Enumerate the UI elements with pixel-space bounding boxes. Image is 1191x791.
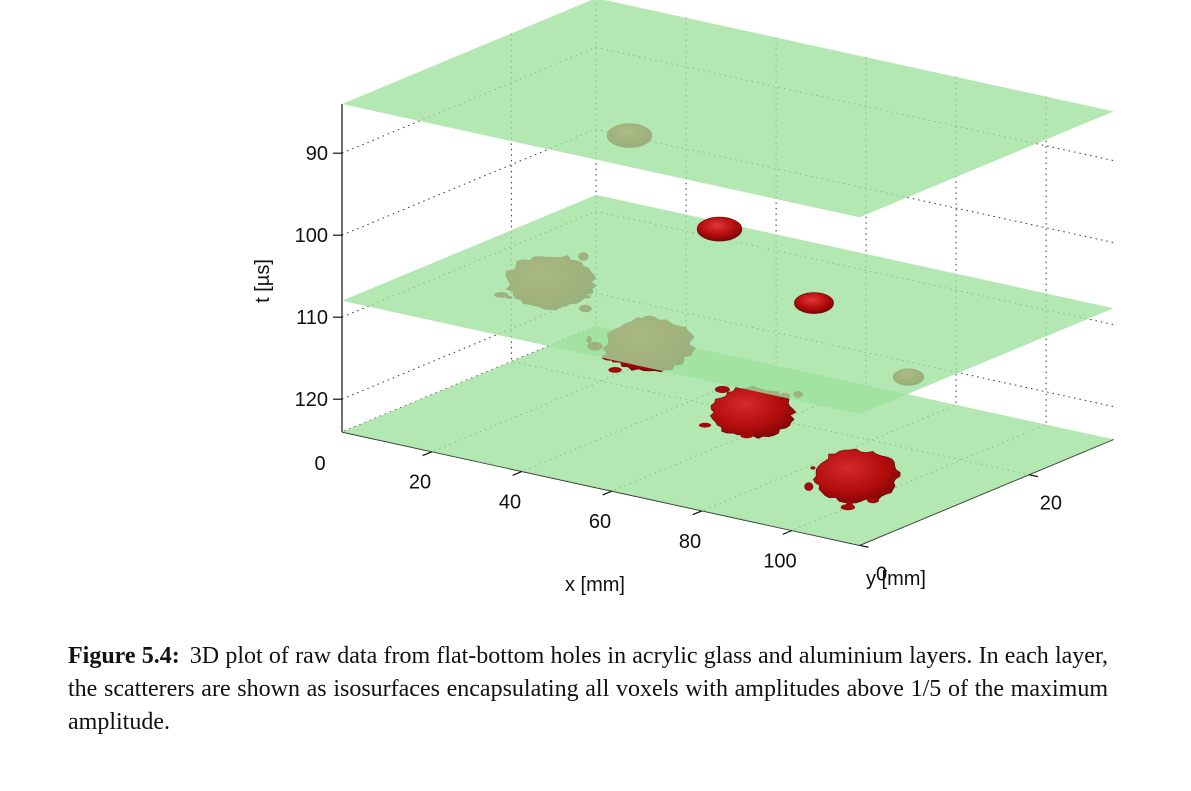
y-tick-1 [1028, 474, 1039, 478]
chart-figure: 90 100 110 120 0 20 40 60 80 100 0 20 t [µs] x [mm]… [252, 0, 1114, 596]
origin-tick-label: 0 [314, 453, 325, 475]
flat-hole-3 [794, 292, 834, 314]
layer-plane-bottom [342, 326, 1114, 546]
x-tick-label-2: 60 [589, 511, 611, 533]
y-tick-label-1: 20 [1040, 493, 1062, 515]
aluminium-blob-4-fragment [804, 482, 814, 491]
x-tick-label-1: 40 [499, 491, 521, 513]
t-axis-label: t [µs] [252, 259, 274, 303]
x-tick-3 [692, 510, 703, 516]
x-tick-0 [422, 451, 433, 457]
aluminium-blob-3-fragment [740, 432, 754, 439]
layer-plane-middle [342, 194, 1114, 415]
plot-scene [342, 0, 1114, 546]
aluminium-blob-4-fragment [810, 466, 816, 470]
caption-label: Figure 5.4: [68, 643, 180, 669]
aluminium-blob-3-fragment [698, 422, 712, 428]
y-tick-0 [859, 544, 869, 548]
figure-caption: Figure 5.4: 3D plot of raw data from flat… [68, 640, 1108, 739]
aluminium-blob-4-fragment [867, 497, 879, 504]
y-axis-label: y [mm] [866, 568, 926, 590]
y-tick-label-0: 0 [876, 563, 887, 585]
x-tick-4 [782, 529, 793, 535]
t-tick-label-2: 110 [296, 307, 328, 329]
flat-hole-2 [696, 216, 743, 242]
aluminium-blob-2-fragment [608, 367, 622, 373]
t-tick-label-1: 100 [295, 225, 328, 247]
aluminium-blob-4-fragment [846, 501, 853, 508]
x-tick-label-0: 20 [409, 472, 431, 494]
aluminium-blob-3-fragment [714, 385, 730, 394]
t-tick-label-3: 120 [295, 389, 328, 411]
layer-plane-top [342, 0, 1114, 218]
x-tick-1 [512, 470, 523, 476]
x-tick-label-4: 100 [763, 551, 796, 573]
tick-labels: 90 100 110 120 0 20 40 60 80 100 0 20 [295, 143, 1062, 585]
x-axis-label: x [mm] [565, 574, 625, 596]
x-tick-2 [602, 490, 613, 496]
caption-text: 3D plot of raw data from flat-bottom hol… [68, 643, 1108, 735]
t-tick-label-0: 90 [306, 143, 328, 165]
x-tick-label-3: 80 [679, 531, 701, 553]
